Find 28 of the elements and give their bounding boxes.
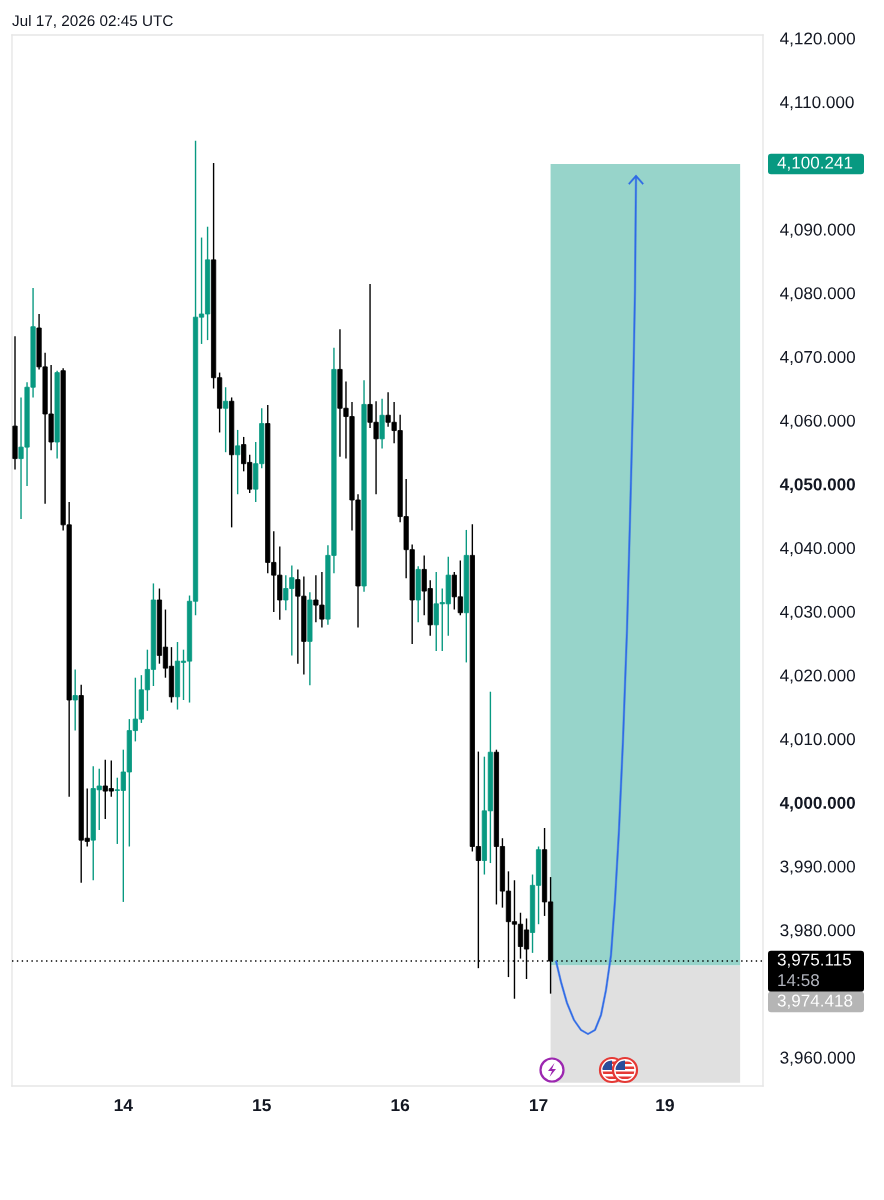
band-label: 3,974.418: [777, 994, 853, 1009]
candlestick: [379, 398, 385, 450]
x-tick-label: 19: [656, 1098, 674, 1112]
y-tick-label: 4,110.000: [780, 96, 854, 111]
y-tick-label: 4,030.000: [780, 605, 855, 620]
candlestick: [223, 386, 229, 453]
y-tick-label: 4,080.000: [780, 287, 855, 302]
band-label: 4,100.241: [777, 156, 853, 171]
ref-line-label: 3,975.115 14:58: [777, 953, 852, 987]
y-tick-label: 4,120.000: [780, 32, 855, 47]
x-tick-label: 16: [391, 1098, 410, 1112]
text: Jul 17, 2026 02:45 UTC: [12, 14, 173, 28]
y-tick-label: 4,010.000: [780, 733, 855, 748]
y-tick-label: 4,060.000: [780, 414, 855, 429]
x-tick-label: 15: [253, 1099, 271, 1112]
y-tick-label: 4,000.000: [779, 796, 855, 812]
y-tick-label: 4,020.000: [780, 669, 855, 684]
y-tick-label: 4,050.000: [779, 478, 855, 493]
candlestick: [235, 429, 241, 495]
y-tick-label: 3,990.000: [780, 860, 855, 875]
x-tick-label: 17: [529, 1099, 548, 1112]
y-tick-label: 3,980.000: [780, 924, 855, 939]
x-tick-label: 14: [114, 1099, 133, 1112]
y-tick-label: 4,070.000: [780, 350, 855, 366]
y-tick-label: 3,960.000: [780, 1051, 855, 1066]
y-tick-label: 4,040.000: [780, 542, 855, 557]
y-tick-label: 4,090.000: [780, 223, 855, 238]
candlestick: [72, 668, 78, 732]
